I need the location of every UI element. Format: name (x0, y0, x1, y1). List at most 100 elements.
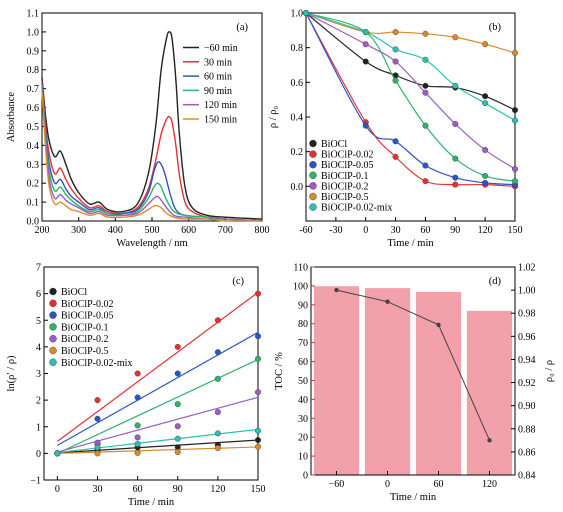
y-tick-label: 0.5 (27, 122, 40, 133)
y-tick-label: 5 (36, 316, 41, 327)
y-tick-label: 0.6 (27, 103, 40, 114)
data-point (422, 30, 429, 37)
data-point (362, 58, 369, 65)
x-tick-label: 600 (181, 225, 196, 236)
x-tick-label: 120 (210, 484, 225, 495)
x-tick-label: 700 (218, 225, 233, 236)
legend-marker (49, 335, 57, 343)
data-point (214, 430, 221, 437)
y-right-tick-label: 0.98 (518, 309, 536, 320)
x-tick-label: 150 (508, 225, 523, 236)
legend-label: 60 min (204, 72, 232, 83)
y-tick-label: 70 (298, 338, 308, 349)
data-point (392, 138, 399, 145)
data-point (422, 89, 429, 96)
data-point (214, 409, 221, 416)
fit-line (57, 428, 259, 454)
legend-label: BiOClP-0.5 (61, 346, 109, 357)
legend-label: BiOClP-0.02 (61, 299, 114, 310)
legend-marker (49, 299, 57, 307)
data-point (174, 401, 181, 408)
ratio-point (436, 322, 441, 327)
panel-label: (a) (236, 22, 248, 33)
data-point (214, 317, 221, 324)
legend-marker (309, 160, 317, 169)
data-point (174, 343, 181, 350)
data-point (94, 450, 101, 457)
y-right-tick-label: 0.88 (518, 424, 536, 435)
data-point (94, 415, 101, 422)
y-tick-label: 1.1 (27, 9, 40, 20)
series-line (41, 31, 263, 220)
legend-marker (309, 192, 317, 201)
y-tick-label: 0 (36, 449, 41, 460)
y-tick-label: 100 (293, 281, 308, 292)
data-point (422, 56, 429, 63)
data-point (134, 434, 141, 441)
y-tick-label: 110 (293, 263, 308, 274)
y-tick-label: 1.0 (291, 9, 304, 20)
y-axis-label: ρ / ρ₀ (268, 106, 279, 129)
data-point (392, 153, 399, 160)
y-tick-label: 90 (298, 300, 308, 311)
fit-line (57, 331, 259, 446)
data-point (362, 29, 369, 36)
data-point (452, 181, 459, 188)
data-point (174, 435, 181, 442)
data-point (303, 9, 310, 16)
data-point (254, 427, 261, 434)
panel-d-toc-chart: 0 10 20 30 40 50 60 70 80 90 100 110 0.84 0.86 0.88 0.9… (274, 263, 555, 504)
y-tick-label: 0.8 (27, 65, 40, 76)
data-point (422, 122, 429, 129)
legend-label: BiOClP-0.2 (321, 181, 369, 192)
data-point (54, 450, 61, 457)
y-tick-label: 0.2 (27, 179, 40, 190)
data-point (134, 370, 141, 377)
legend-label: 30 min (204, 57, 232, 68)
data-point (392, 46, 399, 53)
y-right-tick-label: 0.94 (518, 355, 536, 366)
data-point (174, 370, 181, 377)
ratio-point (334, 287, 339, 293)
series-line (41, 81, 263, 222)
data-point (134, 449, 141, 456)
legend-label: BiOClP-0.1 (321, 171, 369, 182)
data-point (422, 82, 429, 89)
data-point (362, 41, 369, 48)
legend-marker (309, 150, 317, 158)
legend-marker (49, 346, 57, 355)
y-right-tick-label: 0.84 (518, 471, 536, 482)
x-tick-label: 60 (434, 479, 444, 490)
legend-label: BiOClP-0.5 (321, 192, 369, 203)
y-right-axis-label: ρ₀ / ρ (544, 360, 555, 382)
x-tick-label: -60 (299, 225, 312, 236)
panel-label: (b) (489, 22, 502, 33)
y-right-tick-label: 1.02 (518, 263, 536, 274)
data-point (254, 389, 261, 396)
y-tick-label: 3 (36, 369, 41, 380)
legend-marker (309, 182, 317, 190)
data-point (134, 422, 141, 429)
x-axis-label: Time / min (128, 497, 175, 508)
y-tick-label: 0.0 (27, 217, 40, 228)
data-point (254, 355, 261, 362)
legend-label: BiOClP-0.1 (61, 322, 109, 333)
series-line (305, 12, 516, 54)
data-point (452, 174, 459, 181)
legend-marker (49, 311, 57, 319)
y-axis-label: Absorbance (6, 92, 17, 142)
toc-bar (415, 291, 462, 476)
y-right-tick-label: 0.96 (518, 332, 536, 343)
data-point (452, 34, 459, 41)
data-point (452, 82, 459, 89)
panel-b-degradation-chart: -60 -30 0 30 60 90 120 150 0.0 0.2 0.4 0.6 0.8 1.0 Tim… (268, 9, 523, 250)
data-point (452, 155, 459, 162)
x-tick-label: 120 (478, 225, 493, 236)
y-right-tick-label: 0.90 (518, 401, 536, 412)
legend-marker (49, 287, 57, 296)
toc-bar (313, 285, 360, 476)
data-point (422, 178, 429, 185)
y-tick-label: 40 (298, 395, 308, 406)
legend-label: 90 min (204, 86, 232, 97)
data-point (422, 162, 429, 169)
